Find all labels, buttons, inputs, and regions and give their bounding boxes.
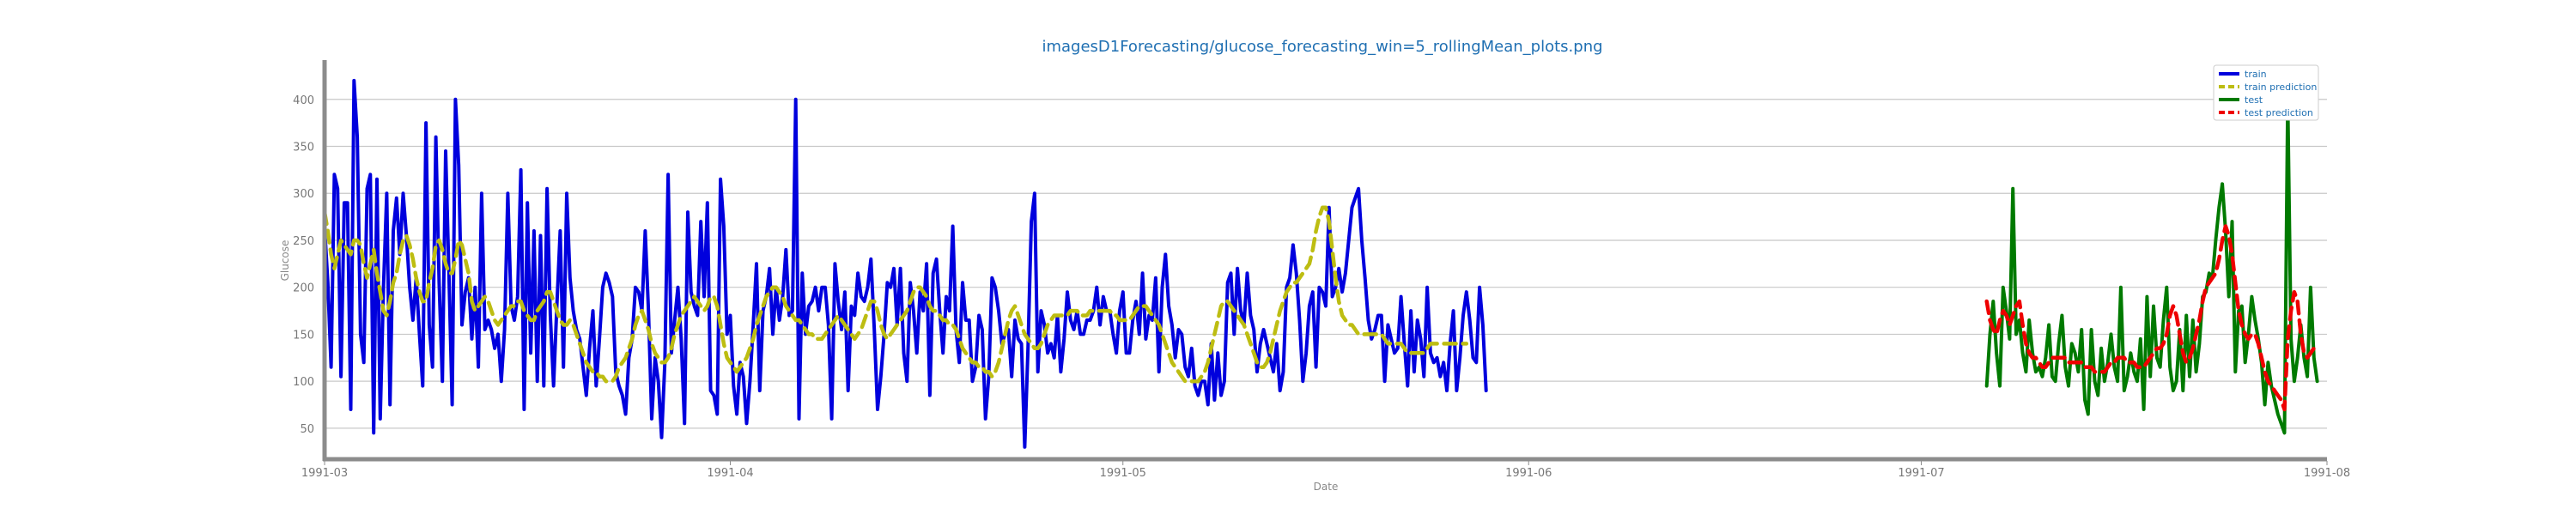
- x-tick-label: 1991-07: [1898, 467, 1944, 480]
- y-axis-label: Glucose: [279, 240, 291, 282]
- x-axis-ticks: 1991-03 1991-04 1991-05 1991-06 1991-07 1991-…: [301, 461, 2350, 480]
- series-line-train: [323, 78, 1488, 449]
- x-axis-label: Date: [1314, 481, 1339, 493]
- y-tick-label: 200: [293, 282, 314, 295]
- y-tick-label: 150: [293, 329, 314, 342]
- series-line-test-prediction: [1984, 224, 2319, 412]
- x-tick-label: 1991-03: [301, 467, 348, 480]
- x-tick-label: 1991-06: [1505, 467, 1552, 480]
- y-axis-ticks: 50 100 150 200 250 300 350 400: [293, 94, 314, 436]
- series-layer: [322, 78, 2319, 449]
- legend-label: test: [2245, 94, 2263, 106]
- y-tick-label: 300: [293, 188, 314, 201]
- y-tick-label: 350: [293, 142, 314, 154]
- y-tick-label: 250: [293, 235, 314, 248]
- y-tick-label: 100: [293, 376, 314, 389]
- legend-label: train prediction: [2245, 82, 2317, 93]
- legend-label: test prediction: [2245, 107, 2313, 118]
- legend-box: [2213, 64, 2319, 121]
- series-line-test: [1984, 97, 2319, 435]
- y-tick-label: 400: [293, 94, 314, 107]
- x-tick-label: 1991-04: [707, 467, 753, 480]
- chart-title: imagesD1Forecasting/glucose_forecasting_…: [1042, 38, 1602, 56]
- legend-label: train: [2245, 69, 2267, 80]
- x-tick-label: 1991-05: [1100, 467, 1146, 480]
- series-line-train-prediction: [322, 205, 1469, 384]
- y-tick-label: 50: [300, 423, 314, 436]
- x-tick-label: 1991-08: [2304, 467, 2350, 480]
